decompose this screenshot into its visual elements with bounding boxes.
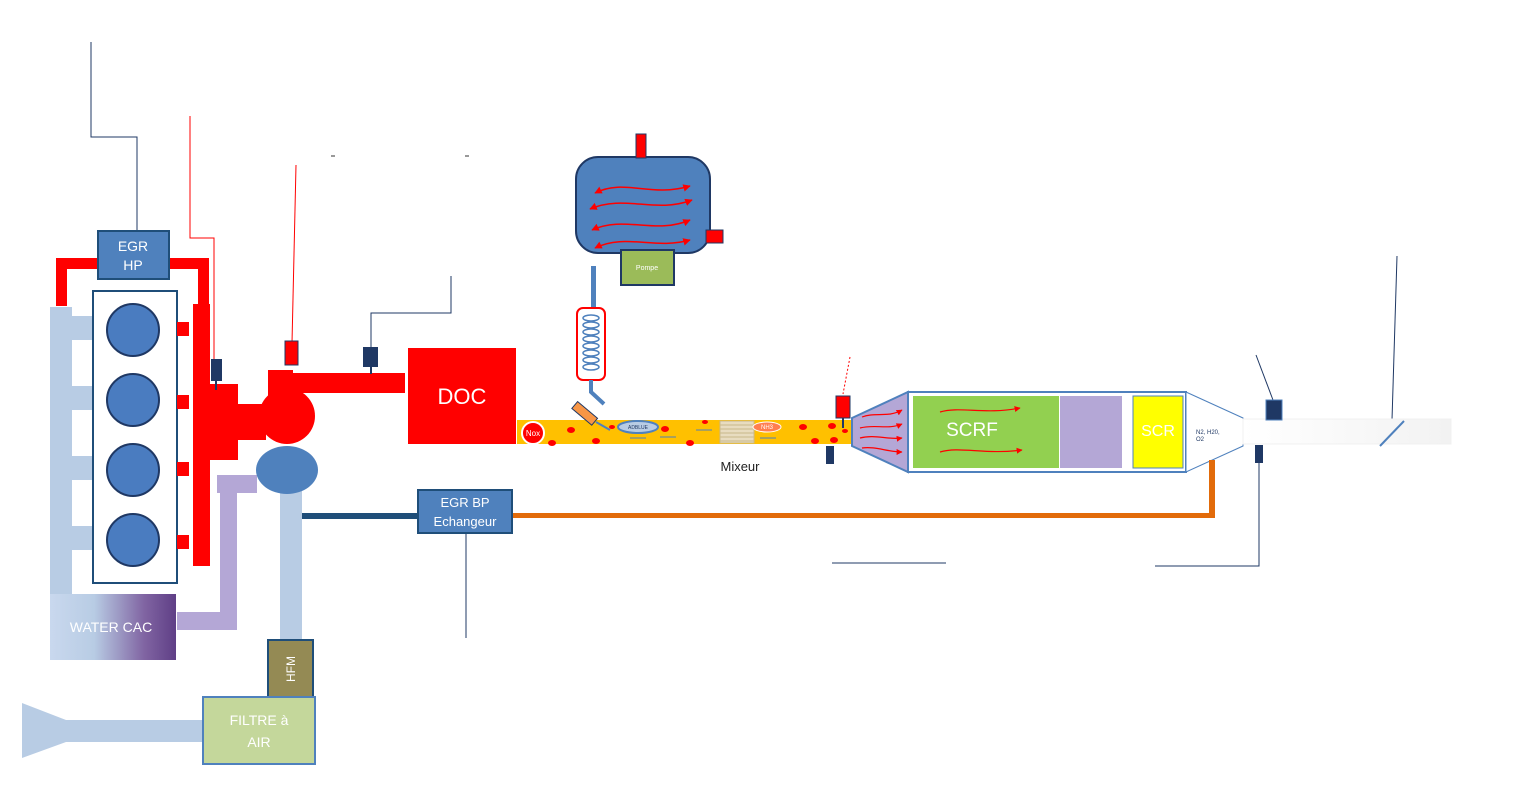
egr-bp-label-1: EGR BP <box>440 495 489 510</box>
tailpipe <box>1242 418 1452 445</box>
scrf-label: SCRF <box>946 420 998 441</box>
water-cac-label: WATER CAC <box>70 619 152 635</box>
heater-coil-box <box>576 307 606 381</box>
nox-label: Nox <box>526 429 540 438</box>
stream-dashes <box>630 429 776 439</box>
mixer-element <box>719 420 755 444</box>
egr-bp-label-2: Echangeur <box>434 514 498 529</box>
air-filter-label-1: FILTRE à <box>230 712 289 728</box>
engine-cylinders <box>106 303 160 567</box>
air-filter-label-2: AIR <box>247 734 270 750</box>
outlet-gases-label-1: N2, H20, <box>1196 430 1220 436</box>
turbine <box>259 388 315 444</box>
scrf-particulate-zone <box>1060 396 1122 468</box>
air-filter <box>202 696 316 765</box>
egr-hp-label-1: EGR <box>118 238 148 254</box>
tank-level-sensor <box>705 229 724 244</box>
scrf-inlet-temp-sensor <box>835 395 851 419</box>
cylinder-1 <box>106 303 160 357</box>
mixeur-label: Mixeur <box>720 459 760 474</box>
pump-label: Pompe <box>636 265 658 272</box>
manifold-sensor <box>211 359 222 381</box>
scrf-inlet-cone <box>851 390 909 474</box>
heater-coil <box>582 314 600 371</box>
adblue-injector <box>571 400 599 426</box>
tailpipe-lower-sensor <box>1255 445 1263 463</box>
adblue-injector-line <box>589 380 606 406</box>
scr-label: SCR <box>1141 423 1175 440</box>
scr-brick <box>1132 395 1184 469</box>
adblue-spray-label: ADBLUE <box>628 425 649 431</box>
inlet-flow-arrows <box>859 409 903 455</box>
scrf-flow-arrows <box>939 406 1023 454</box>
annotation-leader-lines <box>90 42 1398 638</box>
hfm-sensor <box>267 639 314 699</box>
hfm-label: HFM <box>284 656 298 682</box>
intake-pipe-to-compressor <box>280 480 302 642</box>
turbo-exhaust-sensor <box>284 340 299 366</box>
doc-label: DOC <box>438 384 487 409</box>
nh3-label: NH3 <box>761 425 774 431</box>
tank-heating-arrows <box>589 184 693 249</box>
pipe-to-doc <box>290 373 405 393</box>
air-inlet-horn <box>22 703 66 758</box>
cac-pipes <box>177 475 257 630</box>
tank-top-sensor <box>635 133 647 159</box>
exhaust-stream <box>517 420 853 444</box>
nox-marker <box>521 421 545 445</box>
outlet-cone <box>1185 391 1244 473</box>
soot-particles <box>548 420 848 446</box>
adblue-supply-line <box>591 266 596 314</box>
pump-box <box>620 249 675 286</box>
intake-pipe-to-filter <box>64 720 204 742</box>
scrf-brick <box>913 396 1059 468</box>
cylinder-3 <box>106 443 160 497</box>
doc-catalyst <box>408 348 516 444</box>
egr-bp-orange-riser <box>1209 460 1215 518</box>
scrf-pressure-sensor <box>826 446 834 464</box>
tailpipe-throttle <box>1379 420 1405 447</box>
egr-bp-box <box>417 489 513 534</box>
egr-hp-label-2: HP <box>123 257 142 273</box>
egr-hp-box <box>97 230 170 280</box>
egr-bp-cooler-pipe <box>302 513 420 519</box>
cylinder-2 <box>106 373 160 427</box>
adblue-spray <box>617 420 659 434</box>
tailpipe-nox-sensor <box>1265 399 1283 421</box>
intake-manifold <box>50 307 96 597</box>
water-cac <box>50 594 176 660</box>
outlet-gases-label-2: O2 <box>1196 437 1205 443</box>
cylinder-4 <box>106 513 160 567</box>
compressor <box>256 446 318 494</box>
doc-inlet-sensor <box>363 347 378 367</box>
egr-hp-loop <box>56 258 209 306</box>
egr-bp-orange-pipe <box>513 513 1215 518</box>
nh3-marker <box>752 421 782 433</box>
